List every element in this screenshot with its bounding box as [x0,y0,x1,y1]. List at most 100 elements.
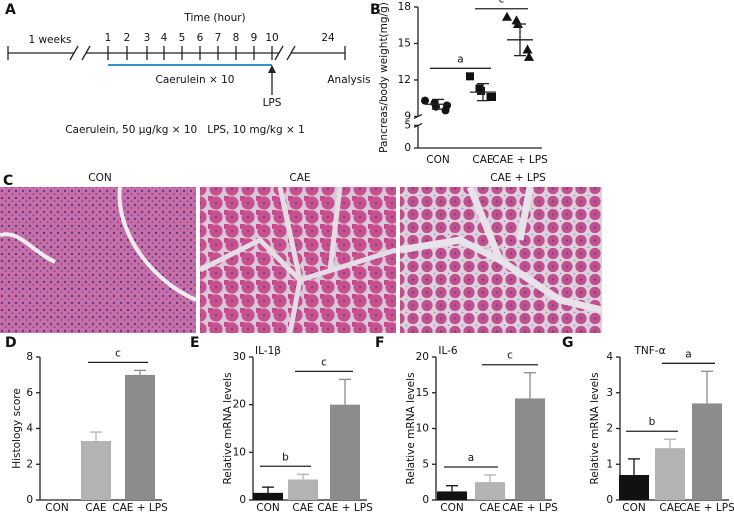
y-tick-label: 6 [26,387,33,399]
break-mark [274,45,284,61]
hour-label: 3 [144,32,151,44]
histology: C CON CAE CAE + LPS [0,172,603,334]
y-axis-label: Relative mRNA levels [589,372,601,484]
point [477,86,485,95]
bar [125,374,155,500]
significance-label: c [507,350,513,362]
hour-label: 7 [215,32,222,44]
y-tick-label: 15 [398,37,411,49]
significance-label: a [457,53,463,65]
x-tick-label: CAE + LPS [317,502,373,514]
bar [655,448,685,500]
bar [692,403,722,500]
bar [288,479,318,500]
y-tick-label: 5 [404,119,411,131]
significance-label: c [499,0,505,6]
hour-label: 6 [197,32,204,44]
y-tick-label: 10 [233,446,246,458]
y-tick-label: 20 [416,351,429,363]
significance-label: c [115,347,121,359]
y-tick-label: 4 [26,423,33,435]
point [421,96,429,105]
point [522,44,533,54]
break-mark [69,45,79,61]
hour-label: 8 [233,32,240,44]
bar [437,491,467,500]
bar [475,482,505,500]
y-axis-label: Relative mRNA levels [222,372,234,484]
y-tick-label: 2 [26,458,33,470]
x-tick-label: CAE [479,502,500,514]
point [466,72,474,81]
endpoint: Analysis [327,74,370,86]
hour-label: 4 [161,32,168,44]
x-tick-label: CAE + LPS [679,502,734,514]
bar [330,404,360,500]
point [524,51,534,61]
point [488,92,496,101]
pre-period: 1 weeks [28,34,71,46]
significance-label: a [685,348,691,360]
image-title: CON [88,172,111,184]
x-tick-label: CAE [292,502,313,514]
y-tick-label: 1 [606,458,613,470]
y-tick-label: 2 [606,423,613,435]
y-tick-label: 0 [239,494,246,506]
panel-label: C [3,173,13,189]
tissue-streak [0,186,197,302]
bar [619,474,649,500]
histology-image [0,187,196,333]
point [443,101,451,110]
y-tick-label: 0 [606,494,613,506]
y-tick-label: 4 [606,351,613,363]
y-tick-label: 12 [398,74,411,86]
y-tick-label: 5 [422,458,429,470]
y-tick-label: 18 [398,1,411,13]
y-tick-label: 0 [404,142,411,154]
x-tick-label: CON [256,502,279,514]
tissue-streak [198,186,397,334]
hour-label: 1 [105,32,112,44]
break-mark [286,45,296,61]
y-tick-label: 8 [26,351,33,363]
significance-label: b [649,416,656,428]
x-tick-label: CON [426,154,449,166]
y-tick-label: 3 [606,387,613,399]
panel-label: E [190,335,200,351]
y-tick-label: 0 [26,494,33,506]
panel-label: G [562,335,574,351]
image-title: CAE + LPS [490,172,546,184]
significance-label: b [282,451,289,463]
arrow-head [268,65,276,73]
panel-label: B [370,2,381,18]
y-axis-label: Histology score [11,388,23,469]
x-tick-label: CAE [472,154,493,166]
chart-title: IL-6 [438,345,458,357]
panel-label: D [5,335,17,351]
y-tick-label: 15 [416,387,429,399]
end-hour: 24 [321,32,335,44]
panel-label: A [5,2,16,18]
panel-label: F [375,335,385,351]
x-tick-label: CON [622,502,645,514]
y-axis-label: Pancreas/body weight(mg/g) [378,2,390,153]
x-tick-label: CAE + LPS [492,154,548,166]
tissue-streak [399,185,603,314]
bar [253,492,283,500]
dosage: Caerulein, 50 μg/kg × 10 LPS, 10 mg/kg ×… [65,124,305,136]
hour-label: 9 [251,32,258,44]
bar [515,398,545,500]
significance-label: a [468,452,474,464]
x-tick-label: CAE [85,502,106,514]
y-axis-label: Relative mRNA levels [405,372,417,484]
significance-label: c [321,356,327,368]
break-mark [81,45,91,61]
image-title: CAE [289,172,310,184]
treatment: Caerulein × 10 [156,74,235,86]
injection: LPS [263,97,282,109]
x-tick-label: CON [440,502,463,514]
hour-label: 5 [179,32,186,44]
point [502,11,512,21]
timeline-title: Time (hour) [183,12,245,24]
